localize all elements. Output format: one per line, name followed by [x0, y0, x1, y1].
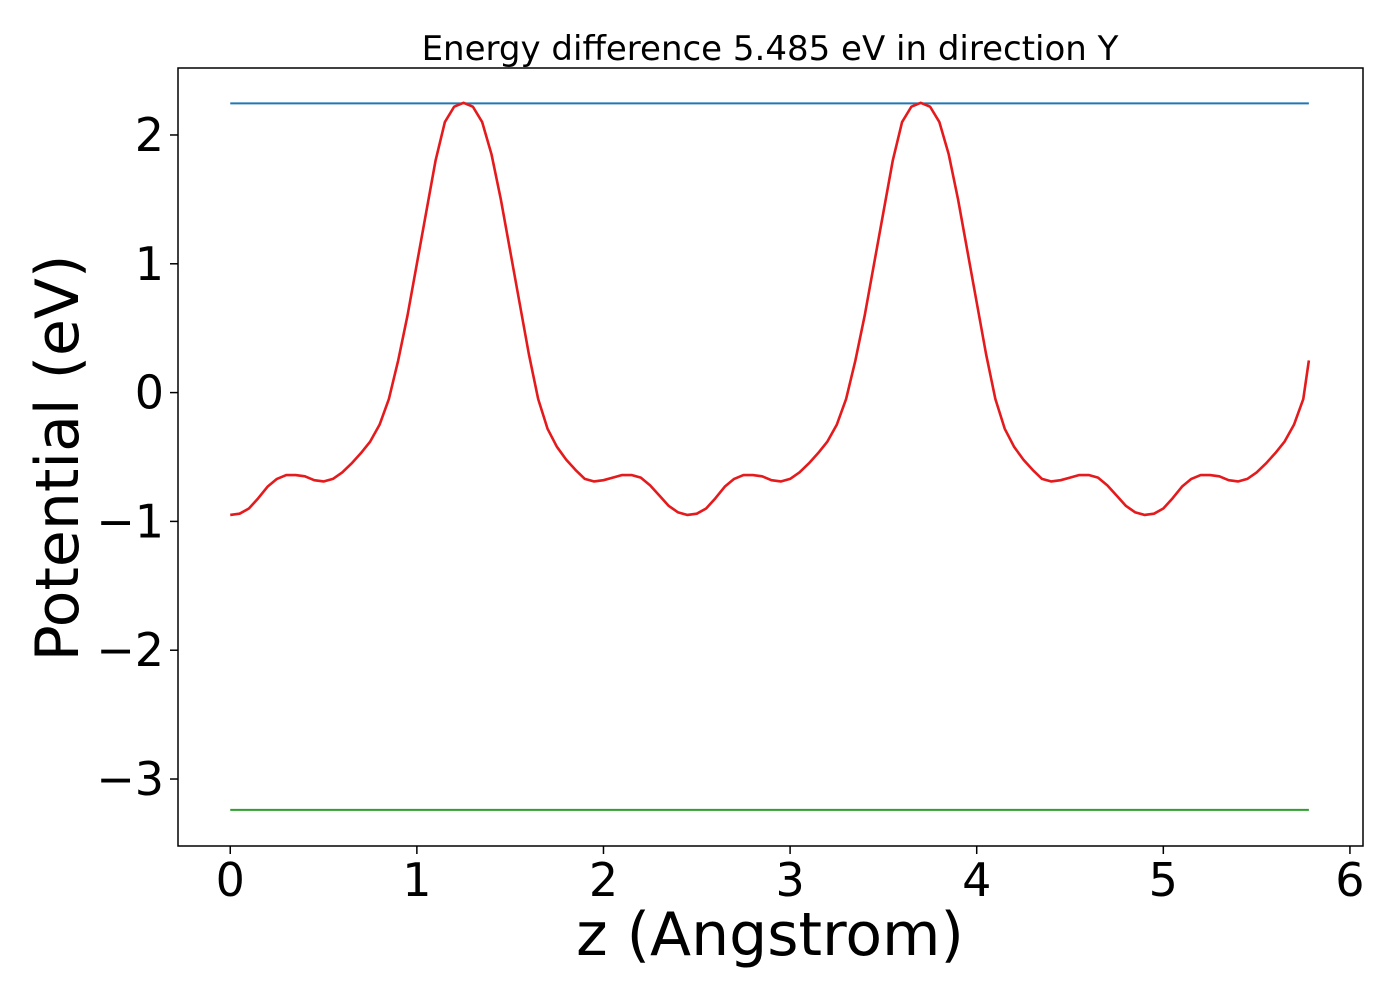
x-tick-label: 1 [402, 853, 431, 907]
y-tick-label: −3 [96, 752, 164, 806]
plot-frame [177, 67, 1364, 847]
y-tick-label: −2 [96, 623, 164, 677]
y-axis-label: Potential (eV) [23, 255, 93, 662]
y-tick-label: 2 [135, 108, 164, 162]
x-tick-label: 4 [962, 853, 991, 907]
x-tick-label: 6 [1335, 853, 1364, 907]
series-layer [230, 101, 1311, 811]
y-tick-label: 1 [135, 237, 164, 291]
x-axis-ticks: 0 1 2 3 4 5 6 [216, 846, 1365, 907]
potential-curve [230, 101, 1311, 517]
x-axis-label: z (Angstrom) [576, 900, 964, 970]
y-tick-label: −1 [96, 494, 164, 548]
x-tick-label: 0 [216, 853, 245, 907]
x-tick-label: 2 [589, 853, 618, 907]
y-tick-label: 0 [135, 366, 164, 420]
chart-title: Energy difference 5.485 eV in direction … [422, 29, 1119, 69]
y-axis-ticks: 2 1 0 −1 −2 −3 [96, 108, 178, 806]
x-tick-label: 5 [1149, 853, 1178, 907]
x-tick-label: 3 [775, 853, 804, 907]
